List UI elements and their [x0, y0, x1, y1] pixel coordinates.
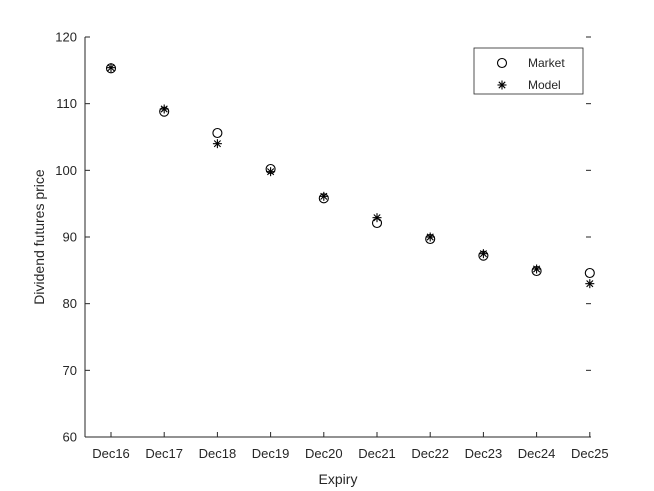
- x-tick-label: Dec23: [465, 446, 503, 461]
- data-point-model: [478, 249, 488, 259]
- x-tick-label: Dec25: [571, 446, 609, 461]
- legend-label-model: Model: [528, 78, 561, 92]
- x-tick-label: Dec19: [252, 446, 290, 461]
- y-axis-label: Dividend futures price: [31, 169, 47, 305]
- y-tick-label: 80: [63, 296, 77, 311]
- series-model: [106, 63, 595, 289]
- x-tick-label: Dec22: [411, 446, 449, 461]
- data-point-model: [532, 264, 542, 274]
- y-tick-label: 100: [55, 163, 77, 178]
- x-tick-label: Dec18: [199, 446, 237, 461]
- legend-box: [473, 47, 584, 95]
- legend-label-market: Market: [528, 56, 565, 70]
- data-point-model: [319, 191, 329, 201]
- x-tick-label: Dec24: [518, 446, 556, 461]
- y-axis-ticks: 60 70 80 90 100 110 120: [55, 30, 591, 445]
- x-tick-label: Dec21: [358, 446, 396, 461]
- x-axis-label: Expiry: [319, 471, 358, 487]
- x-tick-label: Dec20: [305, 446, 343, 461]
- y-tick-label: 110: [56, 96, 77, 111]
- legend-marker-model: [497, 80, 507, 90]
- data-point-market: [212, 127, 223, 139]
- data-point-model: [425, 232, 435, 242]
- legend-marker-market: [496, 57, 508, 69]
- y-tick-label: 120: [55, 30, 77, 45]
- legend-items: [496, 57, 508, 90]
- data-point-model: [266, 167, 276, 177]
- y-tick-label: 70: [63, 363, 77, 378]
- data-point-model: [372, 213, 382, 223]
- data-point-model: [159, 104, 169, 114]
- data-series: [105, 63, 595, 289]
- data-point-model: [212, 139, 222, 149]
- x-axis-ticks: Dec16 Dec17 Dec18 Dec19 Dec20 Dec21 Dec22 Dec23…: [92, 432, 609, 461]
- data-point-model: [106, 63, 116, 73]
- data-point-model: [585, 279, 595, 289]
- y-tick-label: 60: [63, 430, 77, 445]
- x-tick-label: Dec17: [145, 446, 183, 461]
- x-tick-label: Dec16: [92, 446, 130, 461]
- plot-area: [85, 37, 591, 437]
- y-tick-label: 90: [63, 230, 77, 245]
- data-point-market: [584, 267, 595, 279]
- legend: Market Model: [473, 47, 584, 95]
